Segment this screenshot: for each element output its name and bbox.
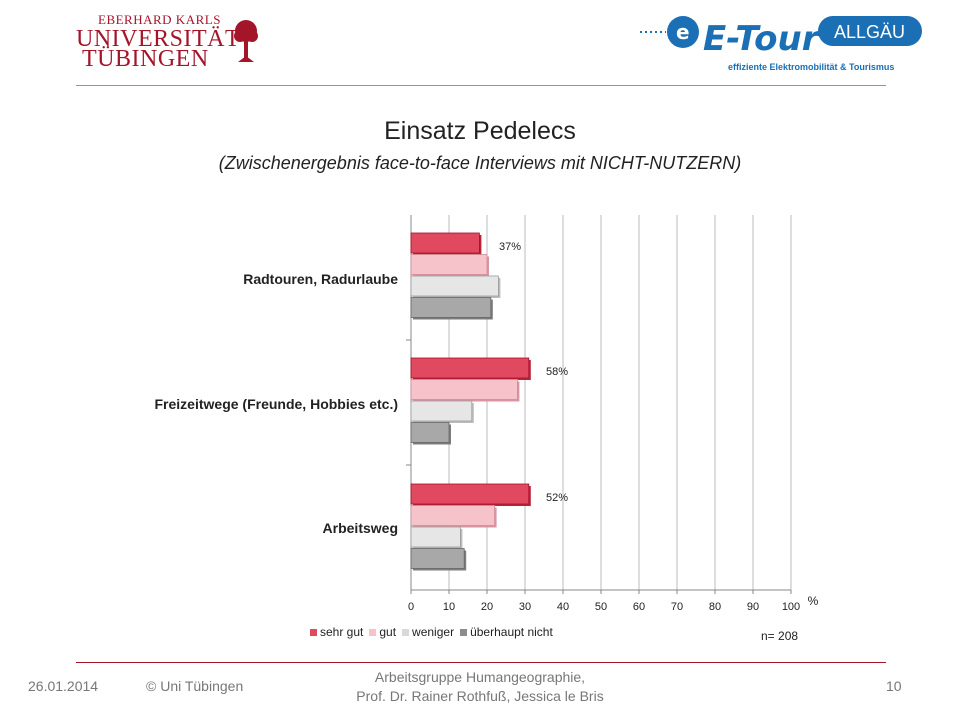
footer-copyright: © Uni Tübingen [146,678,244,694]
x-tick-label: 40 [557,601,569,613]
legend-item-weniger: weniger [402,625,454,639]
chart-subtitle: (Zwischenergebnis face-to-face Interview… [218,153,742,173]
x-tick-label: 20 [481,601,493,613]
legend-swatch [369,628,377,636]
category-label-freizeitwege: Freizeitwege (Freunde, Hobbies etc.) [154,396,399,412]
footer-page-number: 10 [886,678,902,694]
bar [410,297,492,318]
legend-label: sehr gut [320,625,364,639]
legend-item-gut: gut [369,625,396,639]
etour-tagline: effiziente Elektromobilität & Tourismus [728,62,894,72]
university-name-line1: EBERHARD KARLS [98,12,221,27]
x-tick-label: 70 [671,601,683,613]
x-tick-label: 10 [443,601,455,613]
university-name-line2: UNIVERSITÄT [76,26,241,52]
bar [410,483,530,505]
footer-divider [76,662,886,663]
bar [410,505,495,526]
bar [410,400,473,422]
x-tick-label: 60 [633,601,645,613]
legend-swatch [460,628,468,636]
data-label: 37% [499,241,521,253]
bar [410,548,465,569]
legend-label: weniger [412,625,455,639]
footer-group: Arbeitsgruppe Humangeographie, Prof. Dr.… [300,668,660,706]
bar [410,526,461,548]
x-tick-label: 50 [595,601,607,613]
data-label: 58% [546,366,568,378]
university-name-line3: TÜBINGEN [82,46,209,72]
bar [410,379,518,400]
x-tick-label: 90 [747,601,759,613]
bar [410,232,480,254]
etour-region-text: ALLGÄU [834,22,905,42]
bar [410,254,488,275]
footer-date: 26.01.2014 [28,678,99,694]
etour-brand-text: E-Tour [703,19,821,59]
etour-logo: e E-Tour ALLGÄU effiziente Elektromobili… [640,16,922,72]
legend-swatch [310,628,317,636]
x-tick-label: 100 [782,601,800,613]
chart-legend: sehr gut gut weniger überhaupt nicht [310,625,553,639]
category-label-arbeitsweg: Arbeitsweg [322,520,398,536]
legend-label: überhaupt nicht [470,625,553,639]
legend-swatch [402,628,410,636]
footer-group-line1: Arbeitsgruppe Humangeographie, [374,669,586,685]
category-label-radtouren: Radtouren, Radurlaube [243,271,398,287]
bar [410,422,450,443]
x-tick-label: 0 [408,601,414,613]
bar [410,357,530,379]
legend-item-sehr-gut: sehr gut [310,625,363,639]
svg-text:e: e [676,20,690,44]
university-tree-icon [234,20,258,62]
footer-group-line2: Prof. Dr. Rainer Rothfuß, Jessica le Bri… [356,688,604,704]
chart-title: Einsatz Pedelecs [384,117,576,145]
header-divider [76,85,886,86]
legend-item-ueberhaupt-nicht: überhaupt nicht [460,625,553,639]
sample-size-note: n= 208 [761,629,799,643]
legend-label: gut [379,625,397,639]
x-axis-unit: % [808,594,819,608]
bar [410,275,499,297]
x-tick-label: 30 [519,601,531,613]
x-tick-label: 80 [709,601,721,613]
data-label: 52% [546,492,568,504]
